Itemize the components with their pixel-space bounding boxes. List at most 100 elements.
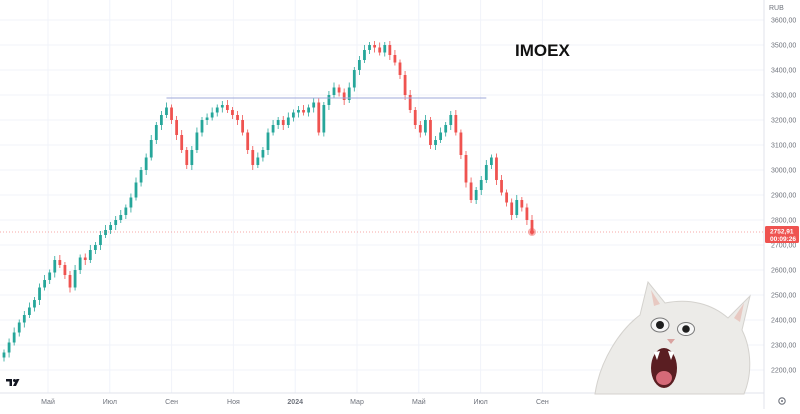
gear-icon[interactable] <box>778 397 786 405</box>
candle-body <box>43 280 47 288</box>
candle-body <box>530 220 534 232</box>
candle <box>205 113 209 125</box>
candle-body <box>246 132 250 150</box>
candle-body <box>200 120 204 133</box>
candle <box>388 41 392 60</box>
candle-body <box>383 45 387 53</box>
candle <box>215 104 219 117</box>
price-tick-label: 2600,00 <box>771 268 796 275</box>
price-tick-label: 3300,00 <box>771 93 796 100</box>
candle-body <box>454 115 458 133</box>
candle <box>429 117 432 149</box>
candle <box>200 117 204 137</box>
price-tick-label: 3000,00 <box>771 168 796 175</box>
candle <box>33 297 36 312</box>
candle-body <box>236 115 239 120</box>
candle <box>78 254 82 274</box>
candle-body <box>271 125 275 133</box>
candle <box>2 349 6 362</box>
tradingview-logo[interactable] <box>6 379 20 386</box>
candle-body <box>68 275 72 288</box>
price-tick-label: 2200,00 <box>771 368 796 375</box>
candle-body <box>256 157 260 165</box>
candle-body <box>500 180 503 193</box>
candle <box>225 100 229 113</box>
candle-body <box>99 235 102 245</box>
candle <box>27 302 31 318</box>
price-axis[interactable]: 3600,00 3500,00 3400,00 3300,00 3200,00 3100,… <box>771 18 796 375</box>
candle-body <box>474 190 478 200</box>
time-tick-label: Май <box>41 398 55 406</box>
price-tick-label: 3600,00 <box>771 18 796 25</box>
chart-title: IMOEX <box>515 41 570 60</box>
candle-body <box>312 102 316 108</box>
candle-body <box>297 110 300 113</box>
last-price-dot-inner <box>530 230 534 234</box>
candle-body <box>220 105 224 108</box>
candle-body <box>170 107 173 120</box>
candle-body <box>398 62 402 75</box>
candle <box>83 253 87 265</box>
candles <box>2 41 534 362</box>
candle-body <box>124 207 128 215</box>
candle-body <box>190 150 194 165</box>
time-tick-label: Июл <box>473 399 487 406</box>
candle-body <box>210 112 214 118</box>
candle <box>144 153 148 175</box>
candle-body <box>33 300 36 308</box>
candle-body <box>342 92 346 100</box>
candle <box>256 152 260 168</box>
currency-label[interactable]: RUB <box>769 5 784 12</box>
candle <box>337 84 341 97</box>
candle-body <box>464 155 468 183</box>
candle <box>231 107 234 119</box>
candle-body <box>251 150 255 165</box>
candle-body <box>129 197 133 208</box>
candle-body <box>215 107 219 113</box>
candle <box>236 111 239 125</box>
candle-body <box>63 265 67 275</box>
candle-body <box>495 157 498 180</box>
candle <box>449 111 453 130</box>
candle-body <box>27 307 31 315</box>
candle-body <box>307 107 311 113</box>
candle <box>484 160 488 183</box>
candle <box>291 109 295 122</box>
candle <box>363 45 366 63</box>
time-tick-label: Сен <box>165 399 178 406</box>
candle-body <box>337 87 341 93</box>
screaming-cat-image <box>594 280 751 395</box>
candle <box>332 82 336 98</box>
candle-body <box>78 257 82 270</box>
candle <box>393 50 397 66</box>
time-tick-label: Ноя <box>227 399 240 406</box>
last-price-badge: 2752,91 00:09:26 <box>765 226 799 243</box>
candle-body <box>459 132 463 155</box>
price-tick-label: 2300,00 <box>771 343 796 350</box>
candle-body <box>22 315 26 323</box>
candle-body <box>12 332 16 343</box>
candle-body <box>205 117 209 120</box>
candle-body <box>302 110 305 113</box>
candle <box>276 117 280 129</box>
candle <box>489 154 493 169</box>
candle <box>408 90 412 113</box>
candle <box>454 110 458 136</box>
candle-body <box>393 55 397 63</box>
candle <box>342 88 346 105</box>
candle-body <box>225 105 229 110</box>
candle-body <box>134 182 138 198</box>
candle <box>327 91 331 110</box>
candle <box>525 203 529 225</box>
candle <box>63 262 67 279</box>
candle <box>464 151 468 188</box>
candle-body <box>439 132 443 140</box>
candle <box>93 242 97 254</box>
candle-body <box>114 220 118 225</box>
time-axis[interactable]: Май Июл Сен Ноя 2024 Мар Май Июл Сен <box>41 398 549 406</box>
candle-body <box>444 125 448 133</box>
candle-body <box>469 182 473 200</box>
candle <box>479 176 483 195</box>
